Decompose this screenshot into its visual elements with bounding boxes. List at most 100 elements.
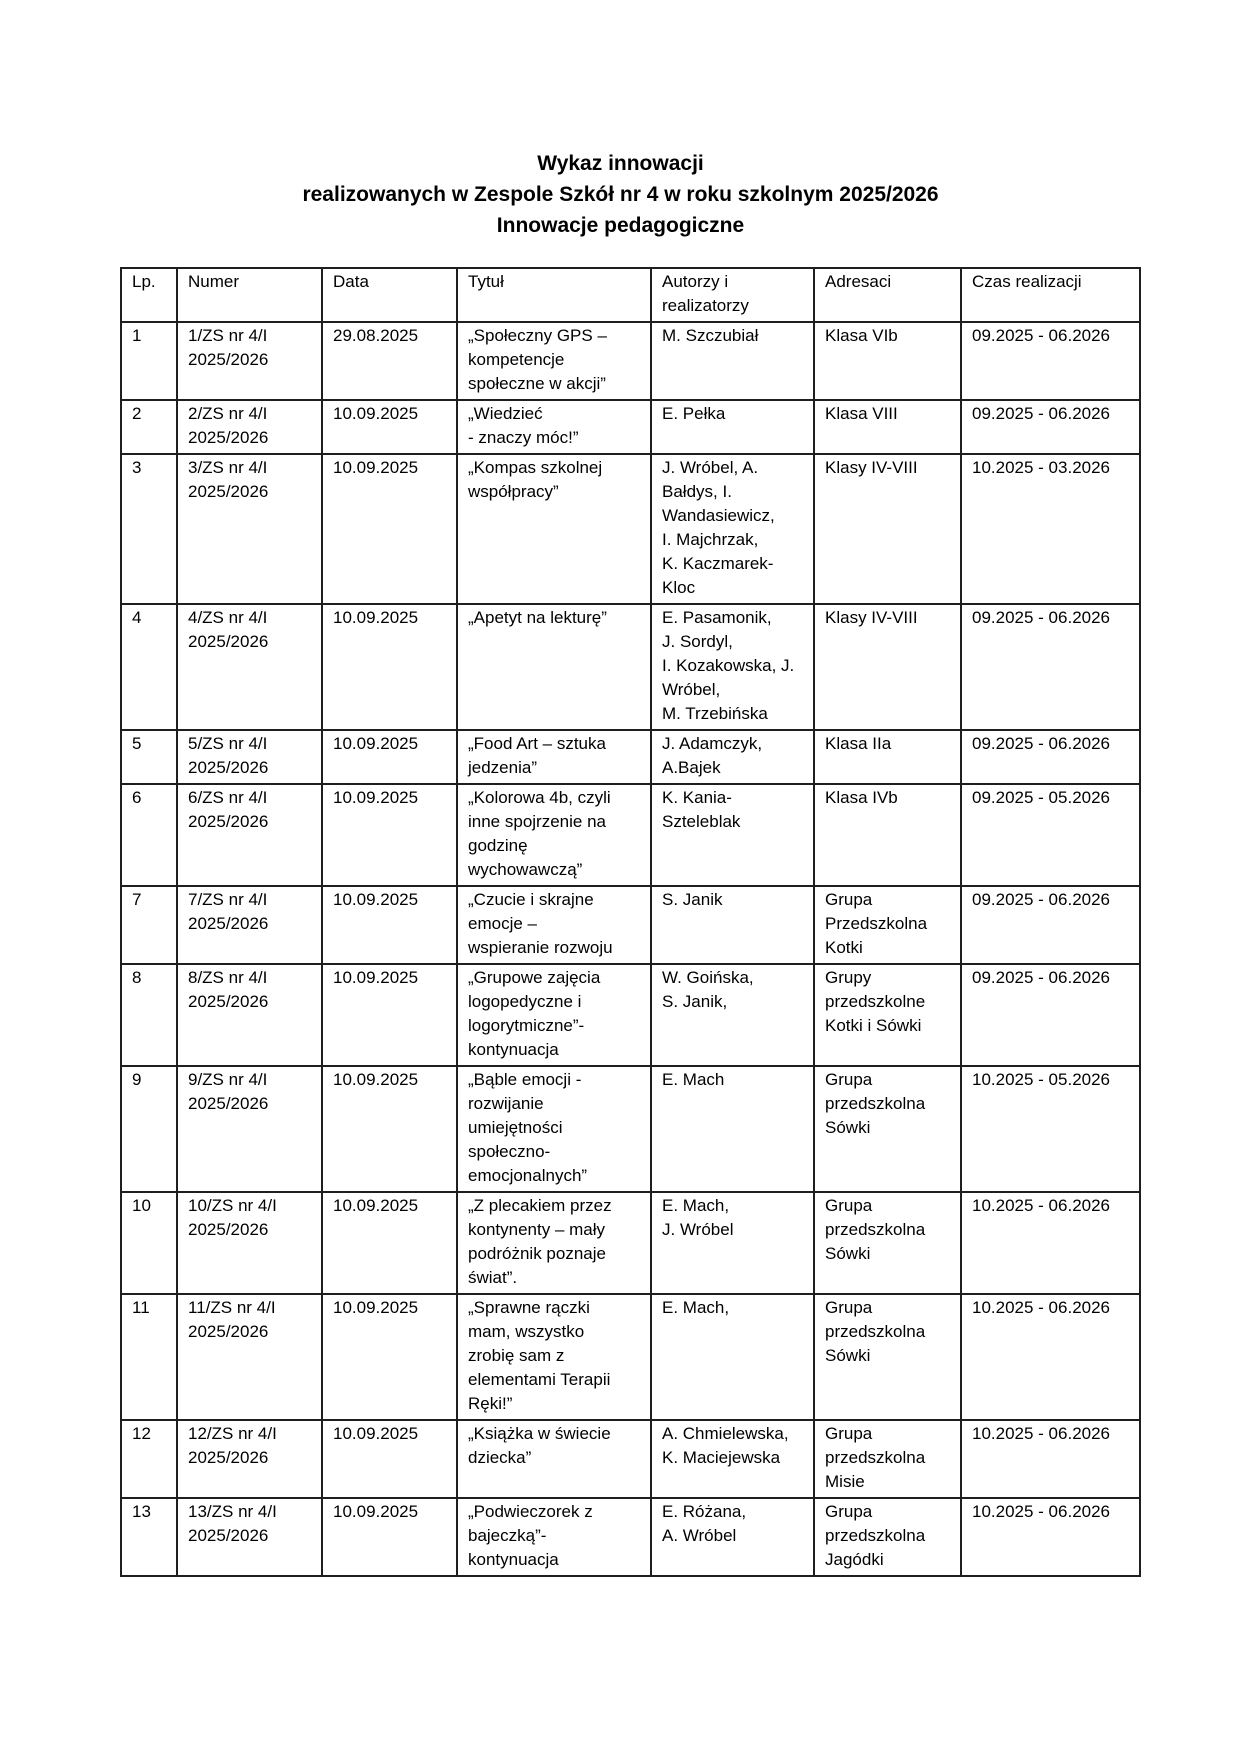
cell-numer: 9/ZS nr 4/I 2025/2026 bbox=[176, 1065, 323, 1193]
cell-data: 10.09.2025 bbox=[321, 1191, 458, 1295]
header-numer: Numer bbox=[176, 267, 323, 323]
header-czas: Czas realizacji bbox=[960, 267, 1141, 323]
cell-data: 10.09.2025 bbox=[321, 1065, 458, 1193]
header-adresaci: Adresaci bbox=[813, 267, 962, 323]
document-title-line-1: Wykaz innowacji bbox=[537, 152, 704, 175]
cell-data: 10.09.2025 bbox=[321, 1419, 458, 1499]
cell-adresaci: Grupa przedszkolna Jagódki bbox=[813, 1497, 962, 1577]
cell-numer: 11/ZS nr 4/I 2025/2026 bbox=[176, 1293, 323, 1421]
cell-lp: 5 bbox=[120, 729, 178, 785]
cell-numer: 3/ZS nr 4/I 2025/2026 bbox=[176, 453, 323, 605]
cell-lp: 2 bbox=[120, 399, 178, 455]
cell-adresaci: Klasy IV-VIII bbox=[813, 453, 962, 605]
cell-numer: 13/ZS nr 4/I 2025/2026 bbox=[176, 1497, 323, 1577]
cell-czas: 09.2025 - 05.2026 bbox=[960, 783, 1141, 887]
cell-tytul: „Grupowe zajęcia logopedyczne i logorytm… bbox=[456, 963, 652, 1067]
cell-data: 10.09.2025 bbox=[321, 783, 458, 887]
cell-czas: 10.2025 - 03.2026 bbox=[960, 453, 1141, 605]
cell-czas: 09.2025 - 06.2026 bbox=[960, 603, 1141, 731]
header-tytul: Tytuł bbox=[456, 267, 652, 323]
cell-czas: 10.2025 - 06.2026 bbox=[960, 1497, 1141, 1577]
innovations-table: Lp. Numer Data Tytuł Autorzy i realizato… bbox=[120, 267, 1141, 1577]
cell-autorzy: M. Szczubiał bbox=[650, 321, 815, 401]
cell-lp: 13 bbox=[120, 1497, 178, 1577]
table-row: 3 3/ZS nr 4/I 2025/2026 10.09.2025 „Komp… bbox=[120, 453, 1141, 605]
header-lp: Lp. bbox=[120, 267, 178, 323]
cell-tytul: „Kompas szkolnej współpracy” bbox=[456, 453, 652, 605]
cell-tytul: „Czucie i skrajne emocje – wspieranie ro… bbox=[456, 885, 652, 965]
cell-numer: 8/ZS nr 4/I 2025/2026 bbox=[176, 963, 323, 1067]
cell-tytul: „Apetyt na lekturę” bbox=[456, 603, 652, 731]
cell-adresaci: Grupa przedszkolna Sówki bbox=[813, 1191, 962, 1295]
cell-autorzy: E. Mach bbox=[650, 1065, 815, 1193]
table-header-row: Lp. Numer Data Tytuł Autorzy i realizato… bbox=[120, 267, 1141, 323]
cell-numer: 5/ZS nr 4/I 2025/2026 bbox=[176, 729, 323, 785]
table-row: 9 9/ZS nr 4/I 2025/2026 10.09.2025 „Bąbl… bbox=[120, 1065, 1141, 1193]
document-title-line-3: Innowacje pedagogiczne bbox=[496, 214, 745, 237]
cell-adresaci: Klasy IV-VIII bbox=[813, 603, 962, 731]
cell-adresaci: Klasa IIa bbox=[813, 729, 962, 785]
cell-data: 10.09.2025 bbox=[321, 885, 458, 965]
table-row: 7 7/ZS nr 4/I 2025/2026 10.09.2025 „Czuc… bbox=[120, 885, 1141, 965]
cell-autorzy: E. Mach, J. Wróbel bbox=[650, 1191, 815, 1295]
cell-lp: 6 bbox=[120, 783, 178, 887]
cell-autorzy: E. Pasamonik, J. Sordyl, I. Kozakowska, … bbox=[650, 603, 815, 731]
cell-tytul: „Food Art – sztuka jedzenia” bbox=[456, 729, 652, 785]
cell-lp: 11 bbox=[120, 1293, 178, 1421]
cell-data: 10.09.2025 bbox=[321, 399, 458, 455]
cell-numer: 2/ZS nr 4/I 2025/2026 bbox=[176, 399, 323, 455]
cell-numer: 10/ZS nr 4/I 2025/2026 bbox=[176, 1191, 323, 1295]
cell-data: 10.09.2025 bbox=[321, 729, 458, 785]
cell-lp: 1 bbox=[120, 321, 178, 401]
table-row: 1 1/ZS nr 4/I 2025/2026 29.08.2025 „Społ… bbox=[120, 321, 1141, 401]
cell-tytul: „Społeczny GPS – kompetencje społeczne w… bbox=[456, 321, 652, 401]
table-row: 2 2/ZS nr 4/I 2025/2026 10.09.2025 „Wied… bbox=[120, 399, 1141, 455]
header-autorzy: Autorzy i realizatorzy bbox=[650, 267, 815, 323]
cell-lp: 3 bbox=[120, 453, 178, 605]
cell-lp: 12 bbox=[120, 1419, 178, 1499]
cell-lp: 10 bbox=[120, 1191, 178, 1295]
cell-czas: 09.2025 - 06.2026 bbox=[960, 885, 1141, 965]
cell-czas: 09.2025 - 06.2026 bbox=[960, 963, 1141, 1067]
cell-tytul: „Podwieczorek z bajeczką”- kontynuacja bbox=[456, 1497, 652, 1577]
cell-adresaci: Grupa Przedszkolna Kotki bbox=[813, 885, 962, 965]
cell-lp: 4 bbox=[120, 603, 178, 731]
cell-autorzy: W. Goińska, S. Janik, bbox=[650, 963, 815, 1067]
cell-autorzy: J. Wróbel, A. Bałdys, I. Wandasiewicz, I… bbox=[650, 453, 815, 605]
cell-autorzy: K. Kania- Szteleblak bbox=[650, 783, 815, 887]
cell-adresaci: Grupa przedszkolna Sówki bbox=[813, 1065, 962, 1193]
cell-adresaci: Klasa IVb bbox=[813, 783, 962, 887]
cell-czas: 09.2025 - 06.2026 bbox=[960, 399, 1141, 455]
cell-czas: 10.2025 - 06.2026 bbox=[960, 1293, 1141, 1421]
cell-numer: 6/ZS nr 4/I 2025/2026 bbox=[176, 783, 323, 887]
cell-autorzy: E. Różana, A. Wróbel bbox=[650, 1497, 815, 1577]
cell-data: 10.09.2025 bbox=[321, 453, 458, 605]
cell-adresaci: Grupa przedszkolna Sówki bbox=[813, 1293, 962, 1421]
cell-lp: 7 bbox=[120, 885, 178, 965]
cell-autorzy: S. Janik bbox=[650, 885, 815, 965]
cell-tytul: „Sprawne rączki mam, wszystko zrobię sam… bbox=[456, 1293, 652, 1421]
table-row: 4 4/ZS nr 4/I 2025/2026 10.09.2025 „Apet… bbox=[120, 603, 1141, 731]
cell-czas: 10.2025 - 06.2026 bbox=[960, 1191, 1141, 1295]
cell-lp: 9 bbox=[120, 1065, 178, 1193]
table-row: 6 6/ZS nr 4/I 2025/2026 10.09.2025 „Kolo… bbox=[120, 783, 1141, 887]
table-row: 12 12/ZS nr 4/I 2025/2026 10.09.2025 „Ks… bbox=[120, 1419, 1141, 1499]
cell-numer: 1/ZS nr 4/I 2025/2026 bbox=[176, 321, 323, 401]
cell-data: 10.09.2025 bbox=[321, 1497, 458, 1577]
cell-tytul: „Kolorowa 4b, czyli inne spojrzenie na g… bbox=[456, 783, 652, 887]
cell-autorzy: E. Pełka bbox=[650, 399, 815, 455]
cell-data: 10.09.2025 bbox=[321, 1293, 458, 1421]
cell-czas: 10.2025 - 05.2026 bbox=[960, 1065, 1141, 1193]
cell-autorzy: A. Chmielewska, K. Maciejewska bbox=[650, 1419, 815, 1499]
cell-czas: 09.2025 - 06.2026 bbox=[960, 729, 1141, 785]
cell-data: 10.09.2025 bbox=[321, 603, 458, 731]
cell-data: 10.09.2025 bbox=[321, 963, 458, 1067]
table-row: 10 10/ZS nr 4/I 2025/2026 10.09.2025 „Z … bbox=[120, 1191, 1141, 1295]
cell-tytul: „Z plecakiem przez kontynenty – mały pod… bbox=[456, 1191, 652, 1295]
cell-czas: 09.2025 - 06.2026 bbox=[960, 321, 1141, 401]
table-row: 8 8/ZS nr 4/I 2025/2026 10.09.2025 „Grup… bbox=[120, 963, 1141, 1067]
cell-tytul: „Wiedzieć - znaczy móc!” bbox=[456, 399, 652, 455]
header-data: Data bbox=[321, 267, 458, 323]
document-title: Wykaz innowacji realizowanych w Zespole … bbox=[0, 148, 1241, 241]
cell-tytul: „Bąble emocji - rozwijanie umiejętności … bbox=[456, 1065, 652, 1193]
